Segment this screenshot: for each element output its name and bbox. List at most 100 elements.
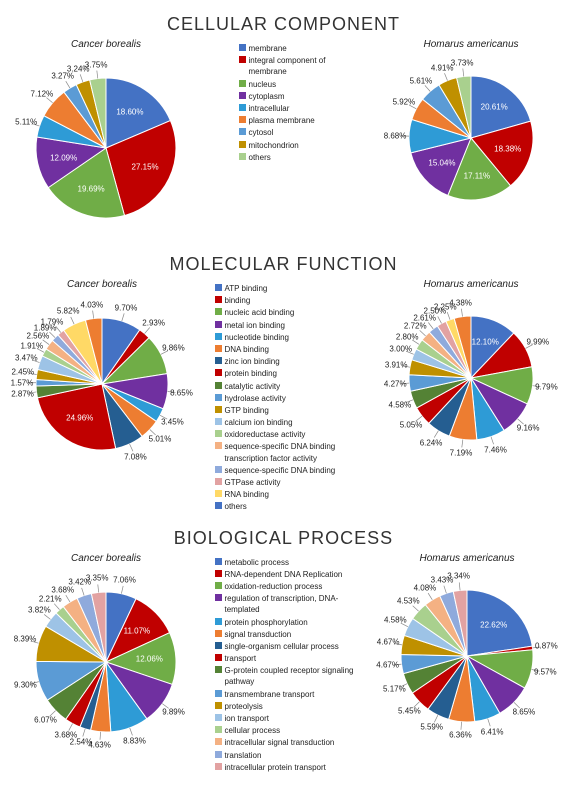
pie-chart (385, 52, 557, 224)
legend: metabolic processRNA-dependent DNA Repli… (213, 553, 367, 778)
legend-item: oxidoreductase activity (215, 429, 365, 440)
chart-block-left: Cancer borealis9.70%2.93%9.86%8.65%3.45%… (10, 279, 194, 476)
legend-label: metabolic process (225, 557, 365, 568)
legend-swatch (215, 726, 222, 733)
legend-swatch (215, 690, 222, 697)
legend-label: intracellular protein transport (225, 762, 365, 773)
legend-label: plasma membrane (249, 115, 349, 126)
legend-swatch (215, 738, 222, 745)
chart-block-right: Homarus americanus20.61%18.38%17.11%15.0… (385, 39, 557, 224)
legend-item: calcium ion binding (215, 417, 365, 428)
legend: membraneintegral component of membranenu… (237, 39, 351, 168)
legend-item: GTPase activity (215, 477, 365, 488)
legend-label: translation (225, 750, 365, 761)
legend-swatch (215, 478, 222, 485)
legend-label: hydrolase activity (225, 393, 365, 404)
legend-label: regulation of transcription, DNA-templat… (225, 593, 365, 615)
legend-label: intracellular signal transduction (225, 737, 365, 748)
chart-title: Cancer borealis (67, 279, 137, 290)
legend-label: oxidation-reduction process (225, 581, 365, 592)
legend-item: regulation of transcription, DNA-templat… (215, 593, 365, 615)
legend-item: cellular process (215, 725, 365, 736)
legend-swatch (215, 558, 222, 565)
legend-swatch (215, 406, 222, 413)
legend-item: nucleotide binding (215, 332, 365, 343)
chart-block-right: Homarus americanus22.62%0.87%9.57%8.65%6… (377, 553, 557, 746)
legend-label: GTPase activity (225, 477, 365, 488)
legend-label: nucleic acid binding (225, 307, 365, 318)
chart-title: Cancer borealis (71, 39, 141, 50)
legend-label: signal transduction (225, 629, 365, 640)
legend-swatch (215, 666, 222, 673)
legend-label: binding (225, 295, 365, 306)
legend-label: GTP binding (225, 405, 365, 416)
chart-block-left: Cancer borealis18.60%27.15%19.69%12.09%5… (10, 39, 202, 244)
legend-item: nucleus (239, 79, 349, 90)
legend-swatch (215, 570, 222, 577)
legend-label: proteolysis (225, 701, 365, 712)
legend-label: catalytic activity (225, 381, 365, 392)
chart-block-left: Cancer borealis7.06%11.07%12.06%9.89%8.8… (10, 553, 202, 758)
legend-item: RNA binding (215, 489, 365, 500)
chart-title: Cancer borealis (71, 553, 141, 564)
legend-swatch (239, 80, 246, 87)
legend-swatch (215, 394, 222, 401)
pie-chart (10, 566, 202, 758)
legend-item: intracellular (239, 103, 349, 114)
legend-swatch (215, 333, 222, 340)
legend-item: others (215, 501, 365, 512)
section: CELLULAR COMPONENTCancer borealis18.60%2… (10, 14, 557, 244)
legend-label: ion transport (225, 713, 365, 724)
legend-label: intracellular (249, 103, 349, 114)
legend-item: RNA-dependent DNA Replication (215, 569, 365, 580)
legend-swatch (215, 642, 222, 649)
legend-item: binding (215, 295, 365, 306)
legend-swatch (215, 284, 222, 291)
legend-label: cytosol (249, 127, 349, 138)
legend-swatch (215, 618, 222, 625)
legend-label: membrane (249, 43, 349, 54)
legend-label: cellular process (225, 725, 365, 736)
legend-item: DNA binding (215, 344, 365, 355)
legend-item: protein binding (215, 368, 365, 379)
legend-item: ion transport (215, 713, 365, 724)
legend-label: others (225, 501, 365, 512)
chart-row: Cancer borealis18.60%27.15%19.69%12.09%5… (10, 39, 557, 244)
legend-item: plasma membrane (239, 115, 349, 126)
legend-label: DNA binding (225, 344, 365, 355)
legend-swatch (215, 630, 222, 637)
legend-swatch (215, 430, 222, 437)
legend-item: others (239, 152, 349, 163)
legend-label: sequence-specific DNA binding (225, 465, 365, 476)
legend-label: transport (225, 653, 365, 664)
chart-title: Homarus americanus (423, 39, 518, 50)
legend-swatch (215, 714, 222, 721)
legend-swatch (215, 654, 222, 661)
legend-swatch (215, 321, 222, 328)
legend-swatch (215, 763, 222, 770)
legend-item: ATP binding (215, 283, 365, 294)
section-title: BIOLOGICAL PROCESS (10, 528, 557, 549)
legend-label: protein binding (225, 368, 365, 379)
chart-block-right: Homarus americanus12.10%9.99%9.79%9.16%7… (385, 279, 557, 464)
legend-item: protein phosphorylation (215, 617, 365, 628)
legend-item: metal ion binding (215, 320, 365, 331)
legend-swatch (215, 442, 222, 449)
legend-item: metabolic process (215, 557, 365, 568)
legend-label: others (249, 152, 349, 163)
legend-swatch (215, 751, 222, 758)
legend-swatch (215, 466, 222, 473)
pie-slice (467, 590, 532, 656)
legend-swatch (239, 141, 246, 148)
legend-swatch (215, 702, 222, 709)
legend-swatch (239, 104, 246, 111)
legend-label: transmembrane transport (225, 689, 365, 700)
legend-item: cytoplasm (239, 91, 349, 102)
legend-item: hydrolase activity (215, 393, 365, 404)
pie-chart (10, 52, 202, 244)
legend-swatch (215, 490, 222, 497)
legend-item: sequence-specific DNA binding (215, 465, 365, 476)
legend-label: nucleus (249, 79, 349, 90)
pie-chart (385, 292, 557, 464)
legend-swatch (215, 582, 222, 589)
